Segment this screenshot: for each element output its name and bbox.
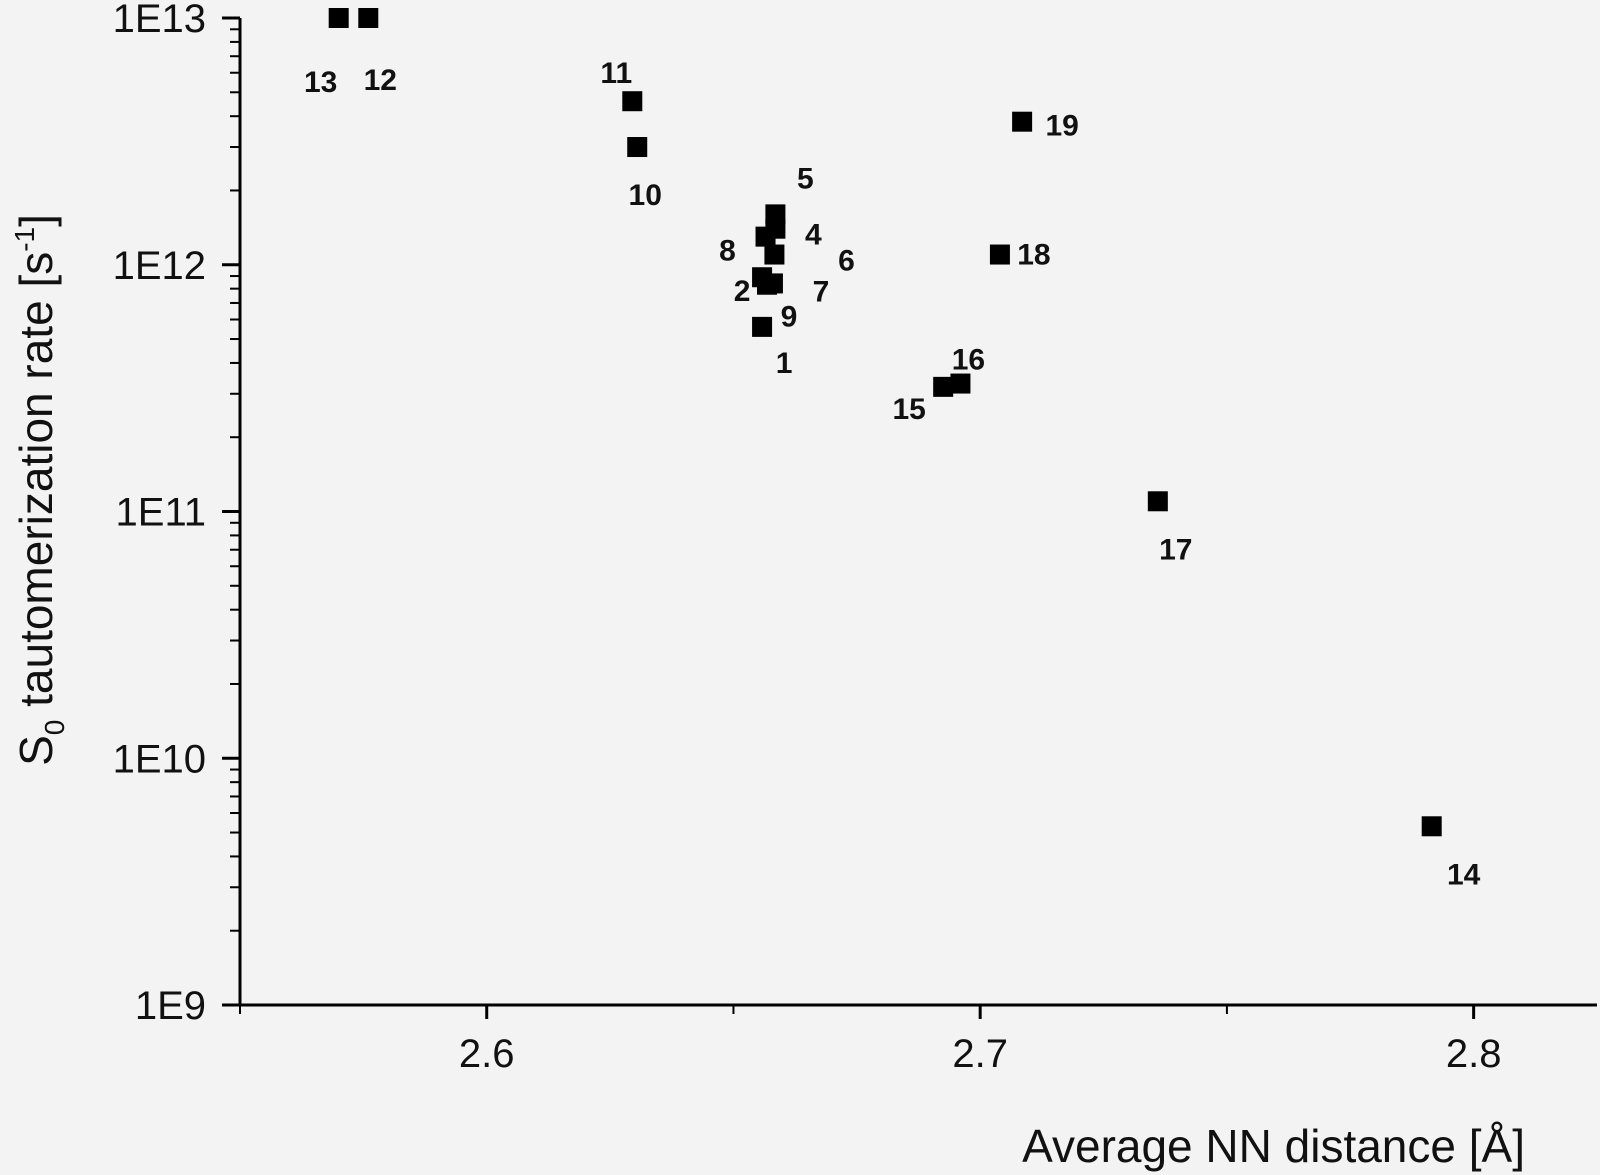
y-axis-title-main: S [10,735,62,766]
x-tick-label: 2.6 [459,1032,515,1076]
y-axis-title-subscript: 0 [39,720,70,736]
data-point-marker [627,137,648,158]
data-point-label: 14 [1447,858,1481,891]
data-point-marker [764,244,785,265]
y-tick-label: 1E13 [113,0,206,41]
y-axis-title-end: ] [10,214,62,227]
data-point-marker [328,8,349,28]
y-axis-title-rest: tautomerization rate [s [10,252,62,720]
data-point-label: 4 [805,219,822,252]
data-point-label: 11 [600,57,632,90]
data-point-marker [755,226,776,247]
data-point-marker [752,316,773,337]
y-axis-title-superscript: -1 [9,227,40,252]
data-point-label: 10 [629,179,662,212]
data-point-label: 2 [734,275,751,308]
x-tick-label: 2.7 [952,1032,1008,1076]
data-point-label: 7 [813,275,830,308]
data-point-marker [765,204,786,225]
y-axis-title: S0 tautomerization rate [s-1] [9,214,70,766]
data-point-marker [933,376,954,397]
ticks [222,16,1476,1019]
data-point-label: 1 [776,347,793,380]
x-axis-title: Average NN distance [Å] [1022,1120,1525,1172]
y-tick-label: 1E10 [113,737,206,781]
data-point-marker [950,373,971,394]
data-point-label: 5 [797,162,814,195]
data-point-label: 18 [1017,239,1050,272]
data-point-label: 8 [719,235,736,268]
x-tick-label: 2.8 [1446,1032,1502,1076]
data-point-label: 17 [1159,533,1192,566]
y-tick-label: 1E12 [113,244,206,288]
data-point-label: 15 [892,393,925,426]
data-point-label: 16 [952,344,985,377]
data-point-label: 12 [364,64,397,97]
tick-labels: 2.6 2.7 2.8 1E9 1E10 1E11 1E12 1E13 [113,0,1502,1076]
data-point-marker [622,91,643,112]
y-tick-label: 1E9 [135,984,206,1028]
data-point-label: 9 [781,301,798,334]
data-point-marker [1012,111,1033,132]
data-point-marker [757,274,778,295]
axes [238,18,1597,1007]
data-point-marker [1147,491,1168,512]
data-point-marker [989,244,1010,265]
data-point-label: 19 [1045,110,1078,143]
data-points [328,8,1442,837]
data-point-marker [1421,816,1442,837]
data-point-label: 13 [304,66,337,99]
data-point-label: 6 [838,245,855,278]
y-tick-label: 1E11 [116,491,206,535]
data-point-marker [358,8,379,28]
